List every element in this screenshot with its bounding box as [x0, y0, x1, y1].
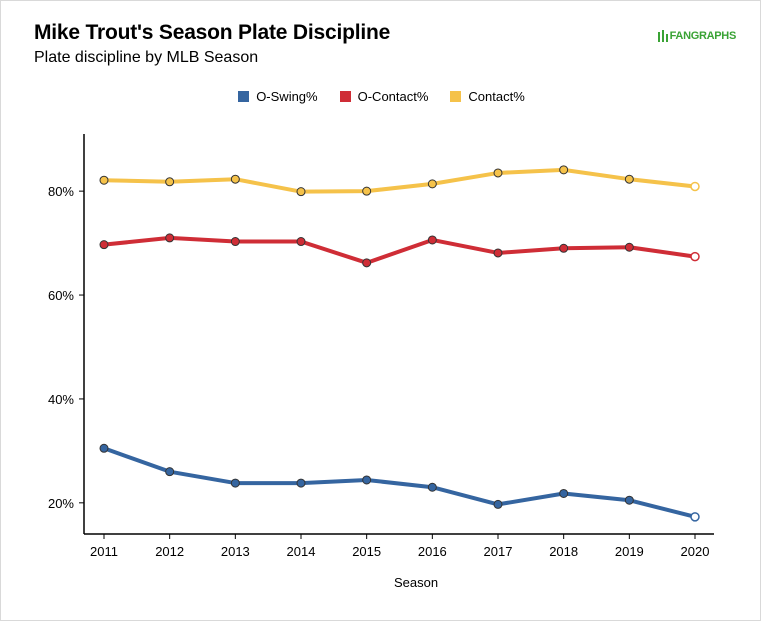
data-point-contact[interactable]	[427, 179, 437, 189]
chart-title: Mike Trout's Season Plate Discipline	[34, 21, 391, 44]
legend-label-contact: Contact%	[468, 89, 525, 104]
legend-swatch-o-contact	[339, 91, 351, 102]
data-point-contact[interactable]	[624, 174, 634, 184]
legend-label-o-swing: O-Swing%	[256, 89, 318, 104]
legend-item-o-swing: O-Swing%	[238, 89, 318, 104]
legend-item-contact: Contact%	[450, 89, 525, 104]
data-point-o-contact[interactable]	[559, 243, 569, 253]
x-tick-label: 2018	[549, 544, 578, 559]
fangraphs-logo-icon	[657, 30, 668, 42]
data-point-o-contact[interactable]	[165, 233, 175, 243]
legend-item-o-contact: O-Contact%	[339, 89, 429, 104]
y-tick-label: 20%	[48, 496, 74, 511]
legend-label-o-contact: O-Contact%	[357, 89, 429, 104]
data-point-o-swing[interactable]	[362, 475, 372, 485]
series-line-o-contact	[102, 235, 697, 265]
x-tick-label: 2012	[155, 544, 184, 559]
series-line-o-swing	[102, 446, 697, 519]
data-point-o-contact[interactable]	[230, 237, 240, 247]
data-point-o-contact[interactable]	[362, 258, 372, 268]
x-tick-label: 2014	[287, 544, 316, 559]
chart-subtitle: Plate discipline by MLB Season	[34, 49, 259, 66]
legend-swatch-o-swing	[238, 91, 250, 102]
data-point-contact[interactable]	[296, 187, 306, 197]
data-point-o-swing[interactable]	[230, 478, 240, 488]
x-tick-label: 2019	[615, 544, 644, 559]
data-point-o-contact[interactable]	[493, 248, 503, 258]
x-tick-label: 2013	[221, 544, 250, 559]
series-line-contact	[102, 167, 697, 194]
y-tick-label: 40%	[48, 392, 74, 407]
data-point-o-swing[interactable]	[165, 467, 175, 477]
data-point-o-contact[interactable]	[624, 242, 634, 252]
data-point-o-swing[interactable]	[296, 478, 306, 488]
x-tick-label: 2016	[418, 544, 447, 559]
legend-swatch-contact	[450, 91, 462, 102]
data-point-o-swing[interactable]	[559, 488, 569, 498]
y-tick-label: 60%	[48, 288, 74, 303]
data-point-contact[interactable]	[362, 186, 372, 196]
data-point-contact[interactable]	[559, 165, 569, 175]
data-point-o-swing[interactable]	[427, 482, 437, 492]
data-point-o-contact[interactable]	[427, 235, 437, 245]
data-point-contact[interactable]	[99, 175, 109, 185]
data-point-o-swing[interactable]	[690, 512, 700, 522]
data-point-o-swing[interactable]	[99, 443, 109, 453]
data-point-contact[interactable]	[493, 168, 503, 178]
data-point-o-swing[interactable]	[493, 499, 503, 509]
x-tick-label: 2011	[90, 544, 118, 559]
data-point-contact[interactable]	[690, 181, 700, 192]
x-axis-title: Season	[394, 575, 438, 590]
data-point-o-contact[interactable]	[296, 237, 306, 247]
x-tick-label: 2020	[681, 544, 710, 559]
chart-legend: O-Swing% O-Contact% Contact%	[1, 89, 761, 104]
fangraphs-logo-text: FANGRAPHS	[669, 29, 737, 42]
data-point-contact[interactable]	[165, 177, 175, 187]
data-point-o-contact[interactable]	[99, 240, 109, 250]
fangraphs-logo: FANGRAPHS	[657, 29, 736, 42]
data-point-o-swing[interactable]	[624, 495, 634, 505]
y-tick-label: 80%	[48, 184, 74, 199]
x-tick-label: 2017	[484, 544, 513, 559]
data-point-contact[interactable]	[230, 174, 240, 184]
data-point-o-contact[interactable]	[690, 251, 700, 262]
x-tick-label: 2015	[352, 544, 381, 559]
